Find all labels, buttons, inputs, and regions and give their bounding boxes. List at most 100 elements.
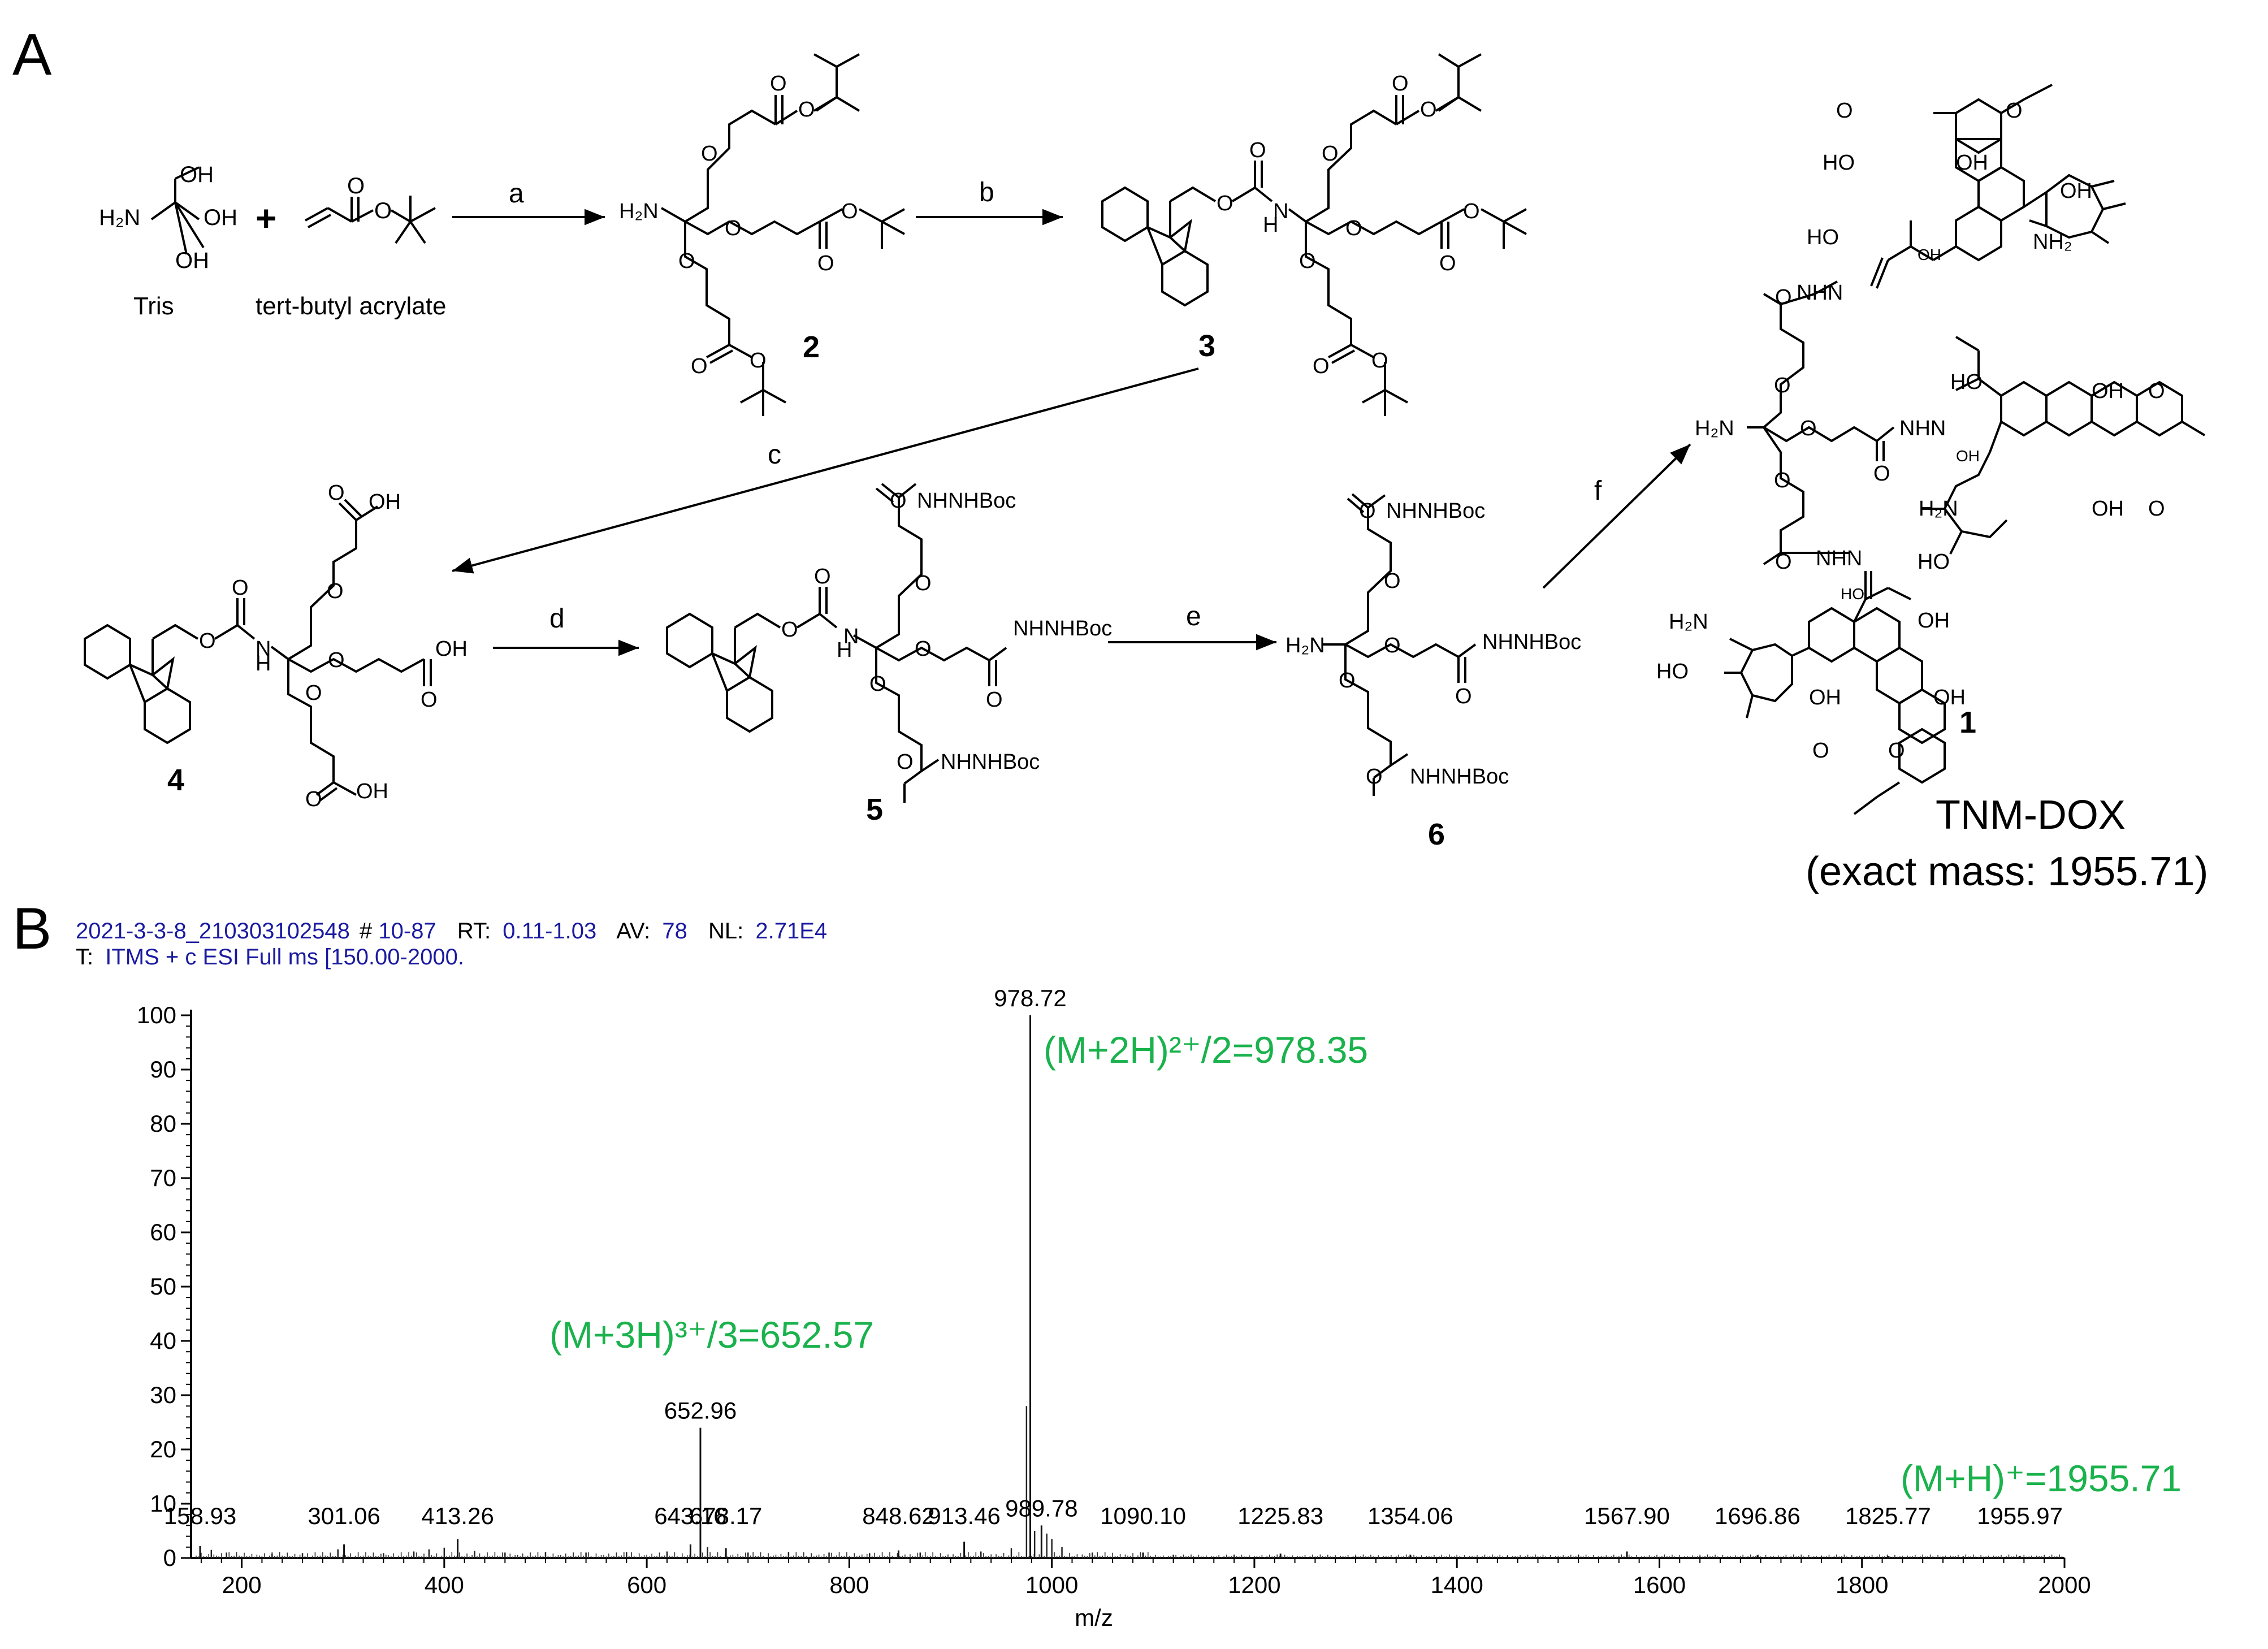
c3-o7: O xyxy=(1299,249,1316,273)
c1-d1-oh: OH xyxy=(1956,151,1988,175)
c1-d3-ho: HO xyxy=(1841,585,1864,603)
ms-nl-value: 2.71E4 xyxy=(755,919,827,943)
c4-o2: O xyxy=(328,481,345,505)
c1-d2-oh-top: OH xyxy=(2092,379,2124,403)
c6-nhnhboc1: NHNHBoc xyxy=(1386,499,1485,523)
compound-1-label: 1 xyxy=(1959,706,1976,739)
c3-o5: O xyxy=(1439,252,1456,275)
c4-o3: O xyxy=(328,648,345,672)
ms-rt-value: 0.11-1.03 xyxy=(503,919,596,943)
acrylate-o-top: O xyxy=(347,174,365,198)
c1-d3-oh: OH xyxy=(1918,609,1950,633)
annotation-mh: (M+H)⁺=1955.71 xyxy=(1901,1457,2182,1499)
peak-label: 652.96 xyxy=(664,1397,737,1424)
ms-header-line1: 2021-3-3-8_210303102548 # 10-87 RT: 0.11… xyxy=(76,919,827,943)
c1-d1-nh2: NH₂ xyxy=(2033,230,2072,254)
tris-h2n: H₂N xyxy=(99,205,140,230)
c4-o5: O xyxy=(305,681,322,705)
c4-nh-n: N xyxy=(256,637,271,661)
c3-o-carbonyl: O xyxy=(1249,139,1266,162)
x-tick-label: 1600 xyxy=(1633,1572,1686,1598)
compound-4-label: 4 xyxy=(167,763,184,797)
c1-d3-oh2: OH xyxy=(1809,686,1841,709)
panel-b-label: B xyxy=(12,896,51,962)
compound-1-structure xyxy=(1724,84,2206,815)
y-tick-label: 0 xyxy=(163,1544,176,1571)
c1-d1-oh2: OH xyxy=(1918,246,1941,263)
peak-label: 1090.10 xyxy=(1100,1503,1186,1529)
c1-d2-h2n: H₂N xyxy=(1919,497,1958,521)
c5-nhnhboc2: NHNHBoc xyxy=(1013,617,1112,640)
c6-o5: O xyxy=(1339,669,1356,693)
x-tick-label: 400 xyxy=(425,1572,464,1598)
x-tick-label: 1800 xyxy=(1836,1572,1888,1598)
x-tick-label: 800 xyxy=(829,1572,869,1598)
c6-nhnhboc3: NHNHBoc xyxy=(1410,765,1509,789)
c1-o-core6: O xyxy=(1775,550,1792,574)
c1-d3-h2n: H₂N xyxy=(1669,610,1708,634)
c5-nhnhboc1: NHNHBoc xyxy=(917,489,1016,513)
c2-o8: O xyxy=(691,354,708,378)
peak-label: 978.72 xyxy=(994,985,1066,1011)
peak-label: 913.46 xyxy=(928,1503,1000,1529)
c1-d3-o2: O xyxy=(1888,739,1905,763)
peak-label: 1696.86 xyxy=(1715,1503,1800,1529)
y-tick-label: 70 xyxy=(150,1165,176,1191)
peak-label: 678.17 xyxy=(690,1503,762,1529)
ms-av-value: 78 xyxy=(662,919,687,943)
y-tick-label: 80 xyxy=(150,1110,176,1137)
step-f-label: f xyxy=(1594,476,1602,506)
c6-nhnhboc2: NHNHBoc xyxy=(1482,630,1581,654)
c3-o4: O xyxy=(1345,217,1362,240)
product-mass: (exact mass: 1955.71) xyxy=(1806,849,2208,894)
c1-o-core1: O xyxy=(1774,374,1791,397)
c1-d1-ho: HO xyxy=(1823,151,1855,175)
c1-d3-oh3: OH xyxy=(1933,686,1966,709)
y-tick-label: 100 xyxy=(137,1002,176,1028)
y-tick-label: 30 xyxy=(150,1382,176,1408)
c3-nh-h: H xyxy=(1263,213,1278,237)
c1-o-core2: O xyxy=(1775,285,1792,309)
peak-label: 1225.83 xyxy=(1237,1503,1323,1529)
peak-label: 301.06 xyxy=(308,1503,380,1529)
tris-oh-right: OH xyxy=(204,205,237,230)
c5-o-ester: O xyxy=(781,618,798,642)
acrylate-o-ester: O xyxy=(374,198,392,223)
c3-nh: N xyxy=(1273,200,1288,223)
c2-o6: O xyxy=(841,200,858,223)
compound-2-structure xyxy=(661,53,905,416)
c1-d1-ho2: HO xyxy=(1807,226,1839,249)
peak-label: 1567.90 xyxy=(1584,1503,1670,1529)
c4-o-ester: O xyxy=(199,629,216,653)
ms-t-label: T: xyxy=(76,945,93,970)
c1-nhn-bottom: NHN xyxy=(1816,547,1862,570)
x-tick-label: 2000 xyxy=(2038,1572,2090,1598)
c5-o2: O xyxy=(890,489,907,513)
ms-nl-label: NL: xyxy=(708,919,743,943)
c1-o-core4: O xyxy=(1873,462,1890,486)
y-tick-label: 10 xyxy=(150,1490,176,1517)
c1-nhn-right: NHN xyxy=(1899,417,1946,440)
c5-o3: O xyxy=(915,637,932,661)
c2-o4: O xyxy=(725,217,742,240)
c1-d2-oh: OH xyxy=(1956,447,1980,465)
peak-label: 413.26 xyxy=(421,1503,494,1529)
c3-o1: O xyxy=(1322,142,1339,166)
c5-nh-n: N xyxy=(843,625,859,648)
c6-h2n: H₂N xyxy=(1286,634,1325,657)
x-tick-label: 1400 xyxy=(1430,1572,1483,1598)
peak-label: 158.93 xyxy=(164,1503,236,1529)
c1-d2-oh-bot: OH xyxy=(2092,497,2124,521)
c4-o1: O xyxy=(327,579,344,603)
c1-o-core5: O xyxy=(1774,469,1791,492)
c1-d2-o-bot: O xyxy=(2148,497,2165,521)
c6-o3: O xyxy=(1384,634,1401,657)
step-a-label: a xyxy=(509,179,524,209)
c1-d1-oh3: OH xyxy=(2060,179,2092,203)
ms-rt-label: RT: xyxy=(457,919,491,943)
c1-d2-o-top: O xyxy=(2148,379,2165,403)
c1-d2-ho2: HO xyxy=(1918,550,1950,574)
tris-structure xyxy=(150,166,205,255)
c1-o-core3: O xyxy=(1800,417,1817,440)
